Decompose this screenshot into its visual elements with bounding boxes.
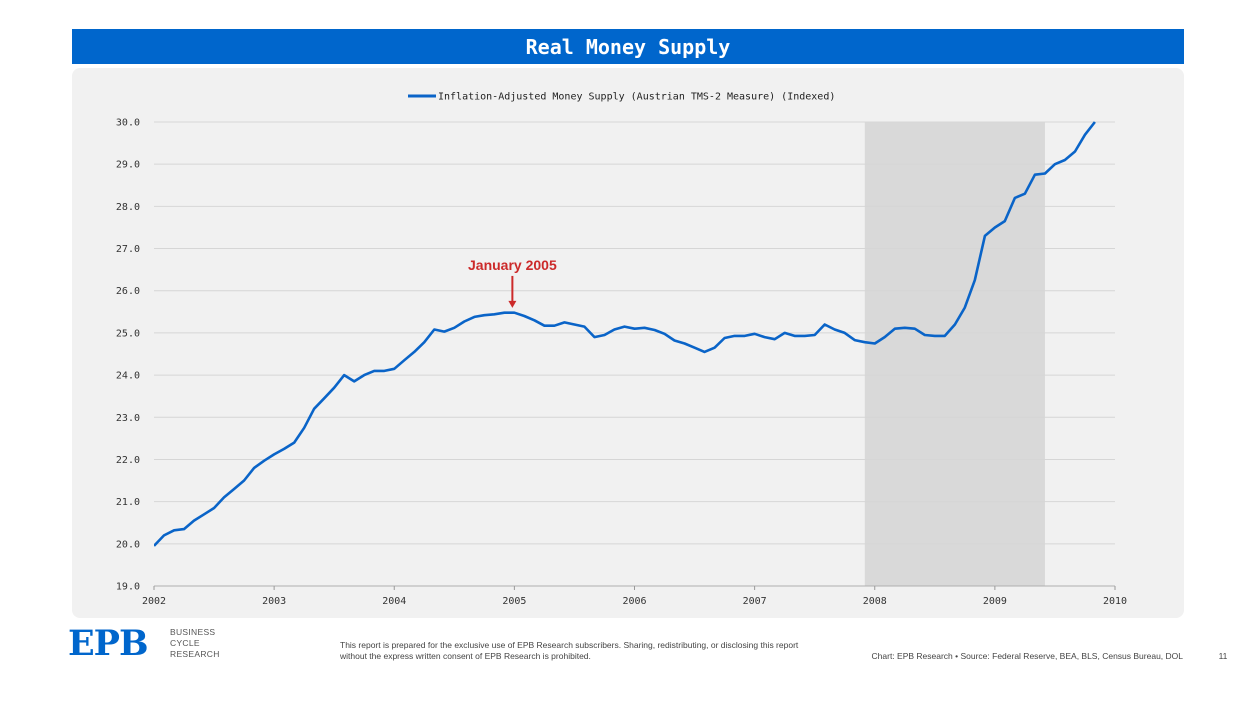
logo-line: BUSINESS	[170, 627, 216, 637]
y-tick-label: 23.0	[116, 413, 140, 424]
epb-logo: EPB BUSINESS CYCLE RESEARCH	[68, 624, 228, 664]
logo-subtitle: BUSINESS CYCLE RESEARCH	[170, 627, 220, 660]
x-tick-label: 2003	[262, 596, 286, 607]
page-number: 11	[1218, 651, 1228, 661]
annotation-label: January 2005	[468, 257, 557, 273]
x-tick-label: 2002	[142, 596, 166, 607]
y-tick-label: 20.0	[116, 539, 140, 550]
chart-title-bar: Real Money Supply	[72, 29, 1184, 64]
line-chart: 19.0 20.0 21.0 22.0 23.0 24.0 25.0 26.0 27.0 28.0…	[116, 92, 1127, 608]
x-tick-label: 2010	[1103, 596, 1127, 607]
logo-line: CYCLE	[170, 638, 200, 648]
y-tick-label: 28.0	[116, 202, 140, 213]
chart-title: Real Money Supply	[525, 34, 731, 59]
recession-shade	[864, 122, 1045, 586]
x-tick-label: 2005	[502, 596, 526, 607]
y-tick-label: 30.0	[116, 118, 140, 129]
x-tick-label: 2007	[743, 596, 767, 607]
x-tick-label: 2004	[382, 596, 406, 607]
logo-mark: EPB	[68, 623, 149, 664]
chart-panel: 19.0 20.0 21.0 22.0 23.0 24.0 25.0 26.0 27.0 28.0…	[72, 68, 1184, 618]
y-tick-label: 25.0	[116, 328, 140, 339]
y-tick-label: 22.0	[116, 455, 140, 466]
annotation-arrow-head	[508, 300, 517, 308]
x-tick-label: 2006	[622, 596, 646, 607]
y-tick-label: 26.0	[116, 286, 140, 297]
series-line	[154, 121, 1096, 547]
y-tick-label: 21.0	[116, 497, 140, 508]
disclaimer-text: This report is prepared for the exclusiv…	[340, 640, 799, 661]
x-tick-label: 2008	[863, 596, 887, 607]
x-tick-label: 2009	[983, 596, 1007, 607]
y-tick-label: 27.0	[116, 244, 140, 255]
logo-line: RESEARCH	[170, 649, 220, 659]
legend-label: Inflation-Adjusted Money Supply (Austria…	[438, 92, 835, 103]
y-tick-label: 29.0	[116, 160, 140, 171]
y-tick-label: 19.0	[116, 582, 140, 593]
source-note: Chart: EPB Research • Source: Federal Re…	[871, 651, 1183, 661]
y-tick-label: 24.0	[116, 371, 140, 382]
